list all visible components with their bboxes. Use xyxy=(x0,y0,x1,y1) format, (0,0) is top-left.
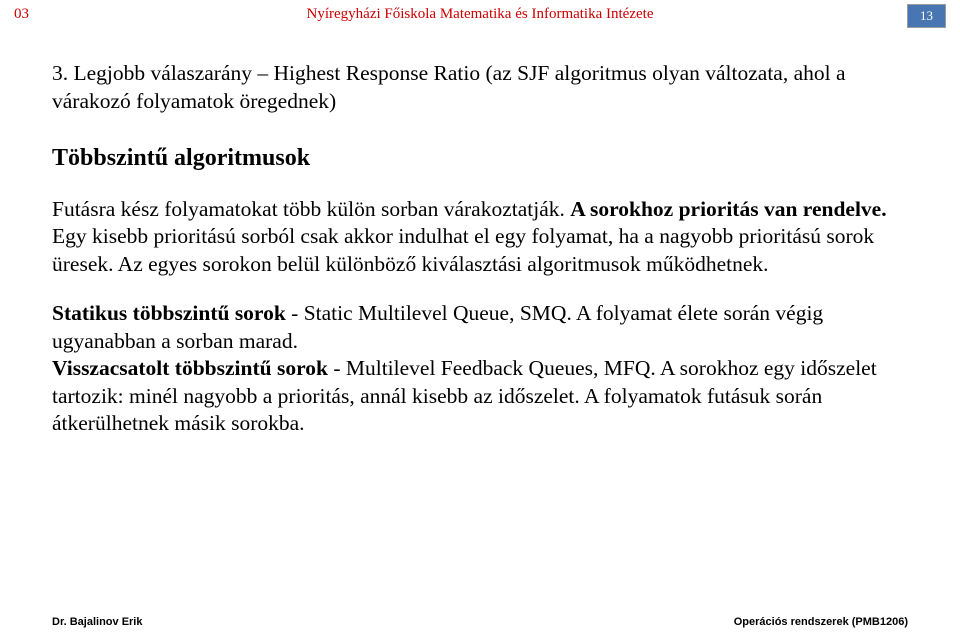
footer-course: Operációs rendszerek (PMB1206) xyxy=(734,616,908,628)
item-text: Legjobb válaszarány – Highest Response R… xyxy=(52,61,846,113)
footer-author: Dr. Bajalinov Erik xyxy=(52,616,142,628)
para2-bold-1: Statikus többszintű sorok xyxy=(52,301,286,325)
page-content: 3. Legjobb válaszarány – Highest Respons… xyxy=(0,32,960,438)
page-footer: Dr. Bajalinov Erik Operációs rendszerek … xyxy=(52,616,908,628)
page-number-badge: 13 xyxy=(907,4,946,28)
page-header: 03 Nyíregyházi Főiskola Matematika és In… xyxy=(0,0,960,32)
item-number: 3. xyxy=(52,61,68,85)
paragraph-2: Statikus többszintű sorok - Static Multi… xyxy=(52,300,908,438)
header-title: Nyíregyházi Főiskola Matematika és Infor… xyxy=(0,6,960,23)
section-heading: Többszintű algoritmusok xyxy=(52,143,908,174)
para2-bold-2: Visszacsatolt többszintű sorok xyxy=(52,356,328,380)
list-item-3: 3. Legjobb válaszarány – Highest Respons… xyxy=(52,60,908,115)
para1-lead: Futásra kész folyamatokat több külön sor… xyxy=(52,197,570,221)
paragraph-1: Futásra kész folyamatokat több külön sor… xyxy=(52,196,908,279)
para1-bold: A sorokhoz prioritás van rendelve. xyxy=(570,197,886,221)
para1-tail: Egy kisebb prioritású sorból csak akkor … xyxy=(52,224,874,276)
